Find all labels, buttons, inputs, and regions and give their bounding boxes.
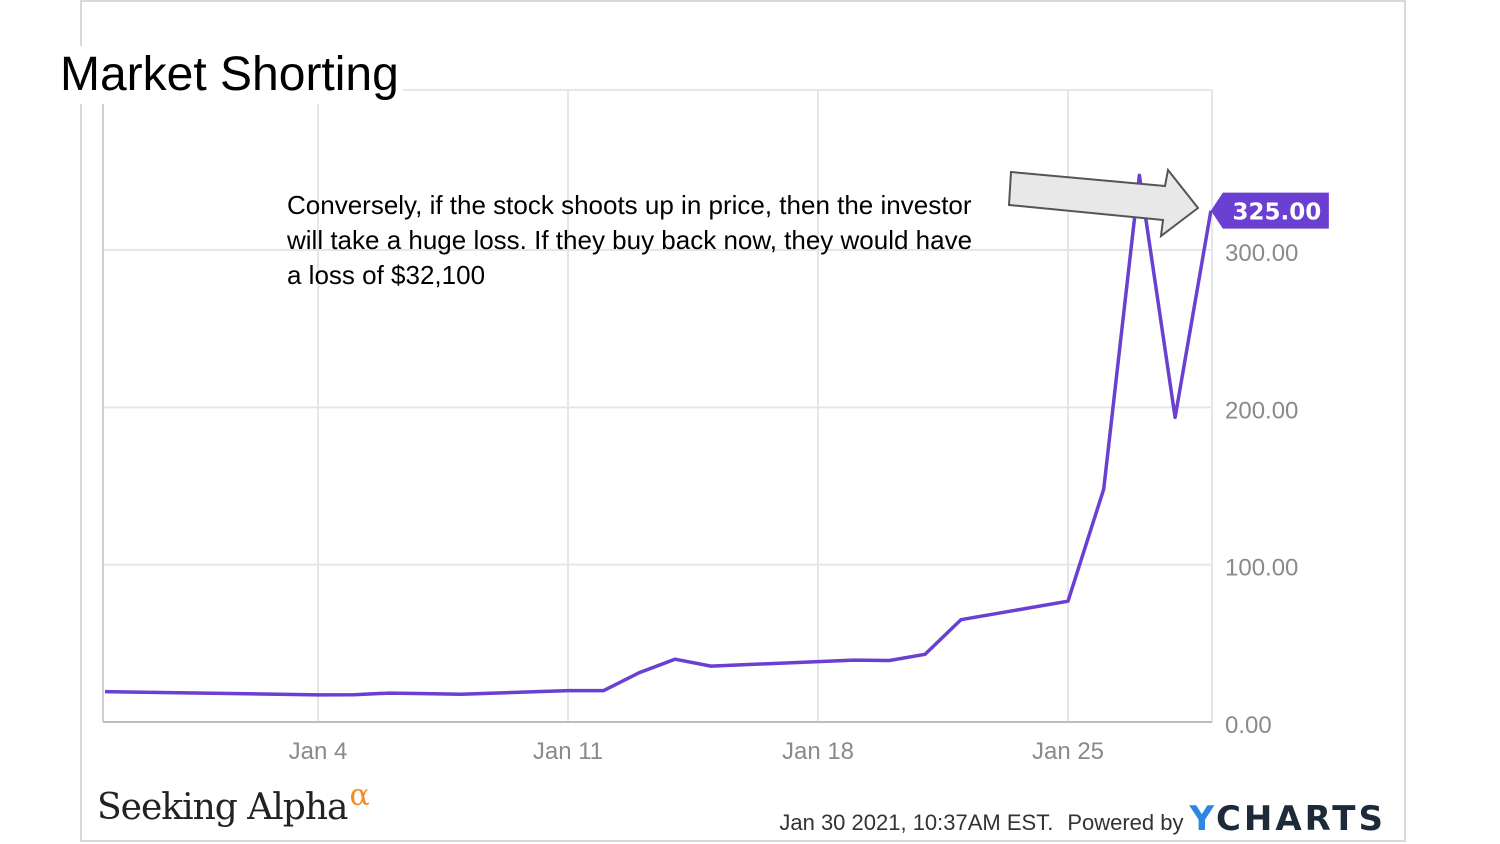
chart-frame: 0.00 100.00 200.00 300.00 Jan 4 Jan 11 Jan 18 J… bbox=[80, 0, 1406, 842]
x-tick-label: Jan 11 bbox=[533, 738, 603, 765]
x-tick-label: Jan 25 bbox=[1032, 738, 1104, 765]
ycharts-logo: YCHARTS bbox=[1190, 799, 1386, 839]
last-value-badge: 325.00 bbox=[1210, 192, 1329, 229]
series bbox=[104, 173, 1213, 697]
ycharts-y-mark: Y bbox=[1189, 799, 1216, 839]
grid bbox=[103, 89, 1213, 722]
ycharts-wordmark: CHARTS bbox=[1215, 799, 1386, 839]
callout-arrow bbox=[1007, 167, 1200, 239]
y-tick-label: 0.00 bbox=[1225, 712, 1272, 739]
last-value-badge-shape bbox=[1210, 192, 1329, 229]
last-value-label: 325.00 bbox=[1232, 200, 1321, 226]
y-tick-label: 300.00 bbox=[1225, 240, 1298, 267]
y-tick-label: 200.00 bbox=[1225, 397, 1298, 424]
y-tick-label: 100.00 bbox=[1225, 555, 1298, 582]
axes: 0.00 100.00 200.00 300.00 Jan 4 Jan 11 Jan 18 J… bbox=[102, 90, 1298, 765]
x-tick-label: Jan 4 bbox=[289, 738, 348, 765]
series-line bbox=[104, 173, 1213, 697]
chart-footer: Jan 30 2021, 10:37AM EST. Powered by YCH… bbox=[779, 799, 1386, 839]
brand-name: Seeking Alpha bbox=[97, 787, 348, 828]
x-tick-label: Jan 18 bbox=[782, 738, 854, 765]
line-chart: 0.00 100.00 200.00 300.00 Jan 4 Jan 11 Jan 18 J… bbox=[102, 89, 1329, 765]
alpha-icon: α bbox=[349, 778, 369, 813]
callout-text: Conversely, if the stock shoots up in pr… bbox=[287, 190, 973, 290]
timestamp: Jan 30 2021, 10:37AM EST. bbox=[779, 810, 1054, 835]
slide-title: Market Shorting bbox=[60, 46, 403, 104]
powered-by-label: Powered by bbox=[1067, 810, 1184, 835]
pointer-arrow-icon bbox=[1007, 167, 1200, 239]
seeking-alpha-logo: Seeking Alphaα bbox=[97, 778, 370, 828]
